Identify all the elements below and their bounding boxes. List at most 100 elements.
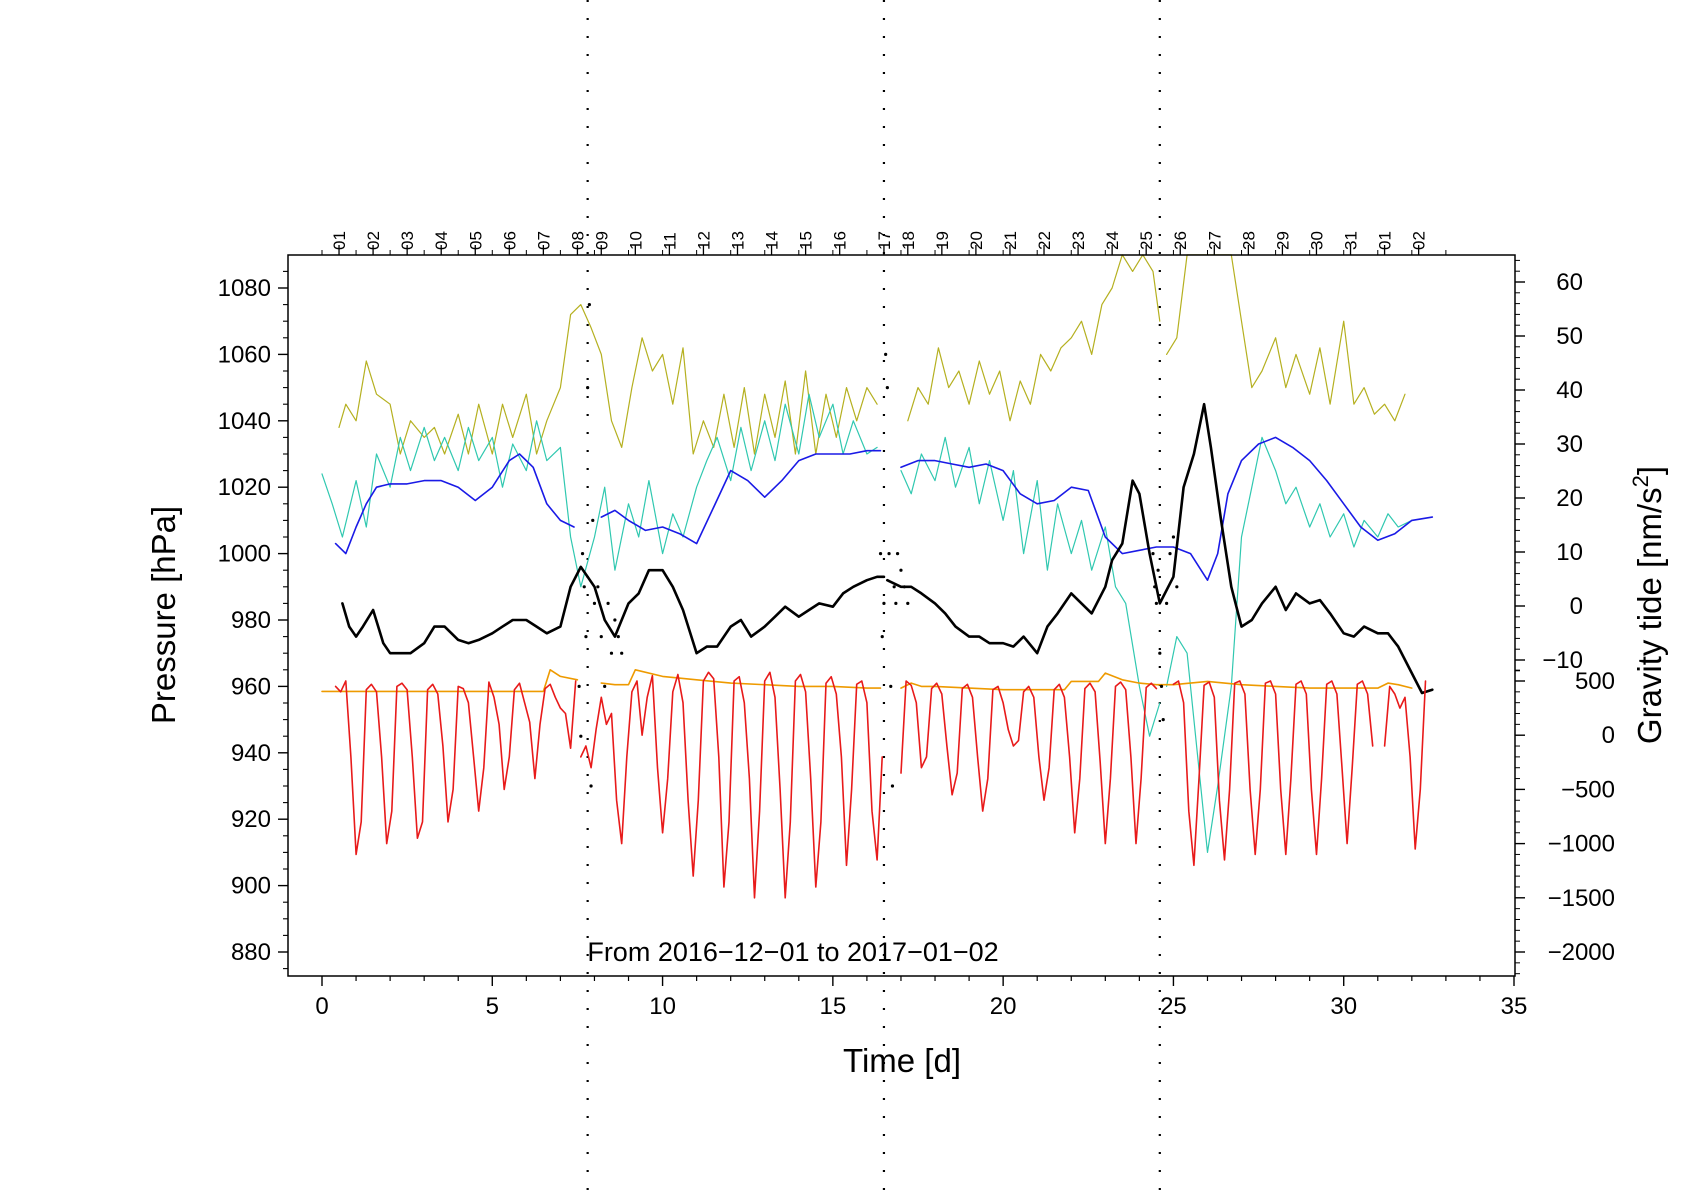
scatter-point [596, 585, 600, 589]
y-axis-left-title: Pressure [hPa] [145, 506, 182, 724]
y-axis-right: −10 0 10 20 30 40 50 60 −2000 −1500 −1000 −500 0 500 [1515, 259, 1615, 975]
top-day-label: 19 [933, 231, 952, 250]
scatter-point [603, 684, 607, 689]
y-right-upper-tick-label: 20 [1556, 485, 1583, 512]
series-red-2-line [579, 671, 884, 899]
top-day-label: 31 [1342, 231, 1361, 250]
top-day-label: 28 [1239, 231, 1258, 250]
top-day-label: 30 [1307, 231, 1326, 250]
scatter-point [586, 386, 590, 390]
y-left-tick-label: 920 [231, 806, 271, 833]
top-day-label: 08 [568, 231, 587, 250]
scatter-point [899, 568, 903, 572]
y-right-lower-tick-label: −500 [1561, 776, 1615, 803]
y-left-tick-label: 900 [231, 873, 271, 900]
scatter-point [882, 601, 886, 606]
series-olive-2-line [907, 254, 1161, 422]
top-day-label: 18 [899, 231, 918, 250]
series-red-4-line [1172, 680, 1374, 867]
y-axis-right-title-superscript: 2 [1628, 475, 1653, 487]
x-axis-top: 01 02 03 04 05 06 07 08 09 10 11 12 13 14 15 16 17 18 19 20… [321, 231, 1447, 255]
top-day-label: 05 [466, 231, 485, 250]
top-day-label: 14 [763, 231, 782, 250]
series-black-line [341, 565, 886, 655]
y-left-tick-label: 980 [231, 607, 271, 634]
series-olive-line [338, 304, 878, 455]
scatter-point [895, 552, 900, 556]
scatter-point [1158, 651, 1162, 655]
series-red-line [334, 680, 577, 856]
top-day-label: 07 [534, 231, 553, 250]
top-day-label: 22 [1035, 231, 1054, 250]
y-axis-right-title-main: Gravity tide [nm/s [1631, 487, 1668, 744]
x-tick-label: 25 [1160, 993, 1187, 1020]
top-day-label: 11 [660, 232, 679, 250]
scatter-point [902, 585, 906, 589]
series-orange-3-line [900, 672, 1413, 691]
scatter-point [584, 635, 588, 639]
scatter-point [880, 635, 884, 639]
top-day-label: 29 [1273, 231, 1292, 250]
gap-lines-layer [586, 0, 1161, 1190]
y-left-tick-label: 940 [231, 740, 271, 767]
y-right-upper-tick-label: 30 [1556, 431, 1583, 458]
top-day-label: 25 [1137, 231, 1156, 250]
top-day-label: 01 [1376, 231, 1395, 250]
top-day-label: 01 [330, 231, 349, 250]
scatter-point [620, 651, 624, 655]
scatter-point [889, 684, 893, 689]
scatter-point [582, 585, 586, 589]
series-turquoise-line [321, 393, 878, 588]
scatter-point [892, 585, 896, 589]
x-axis-title: Time [d] [843, 1042, 961, 1079]
y-right-upper-tick-label: 50 [1556, 323, 1583, 350]
scatter-point [1159, 684, 1164, 689]
top-day-label: 15 [797, 231, 816, 250]
scatter-point [577, 684, 581, 689]
scatter-point [606, 601, 610, 606]
x-tick-label: 0 [315, 993, 328, 1020]
y-left-tick-label: 1000 [218, 541, 271, 568]
scatter-point [599, 635, 603, 639]
top-day-label: 04 [432, 231, 451, 250]
y-right-lower-tick-label: 500 [1575, 668, 1615, 695]
scatter-point [1154, 601, 1158, 606]
y-right-lower-tick-label: −2000 [1548, 939, 1615, 966]
scatter-point [906, 601, 910, 606]
scatter-point [1151, 552, 1155, 556]
y-left-tick-label: 960 [231, 673, 271, 700]
scatter-point [580, 552, 585, 556]
y-axis-right-title-end: ] [1631, 466, 1668, 475]
scatter-point [613, 618, 617, 622]
scatter-point [591, 518, 595, 523]
scatter-point [1156, 568, 1160, 572]
top-day-label: 16 [831, 231, 850, 250]
series-red-5-line [1383, 680, 1427, 850]
scatter-point [884, 352, 888, 356]
y-left-tick-label: 1040 [218, 408, 271, 435]
series-blue-3-line [900, 436, 1434, 582]
y-right-upper-tick-label: 40 [1556, 377, 1583, 404]
scatter-point [592, 601, 597, 606]
scatter-point [579, 734, 583, 738]
y-right-upper-tick-label: −10 [1542, 647, 1583, 674]
series-turquoise-3-line [1165, 436, 1413, 854]
scatter-point [1161, 718, 1165, 722]
x-tick-label: 10 [649, 993, 676, 1020]
x-tick-label: 5 [486, 993, 499, 1020]
x-tick-label: 15 [820, 993, 847, 1020]
top-day-label: 06 [500, 231, 519, 250]
top-day-label: 03 [398, 231, 417, 250]
scatter-point [587, 303, 591, 307]
series-layer [321, 254, 1434, 899]
series-black-2-line [885, 402, 1434, 695]
top-day-label: 09 [592, 231, 611, 250]
scatter-point [890, 784, 895, 788]
y-axis-right-title: Gravity tide [nm/s2] [1628, 466, 1668, 744]
x-tick-label: 30 [1330, 993, 1357, 1020]
series-orange-line [321, 668, 579, 693]
top-day-label: 02 [364, 231, 383, 250]
y-right-lower-tick-label: −1500 [1548, 885, 1615, 912]
series-blue-2-line [600, 449, 882, 545]
scatter-point [1168, 552, 1172, 556]
